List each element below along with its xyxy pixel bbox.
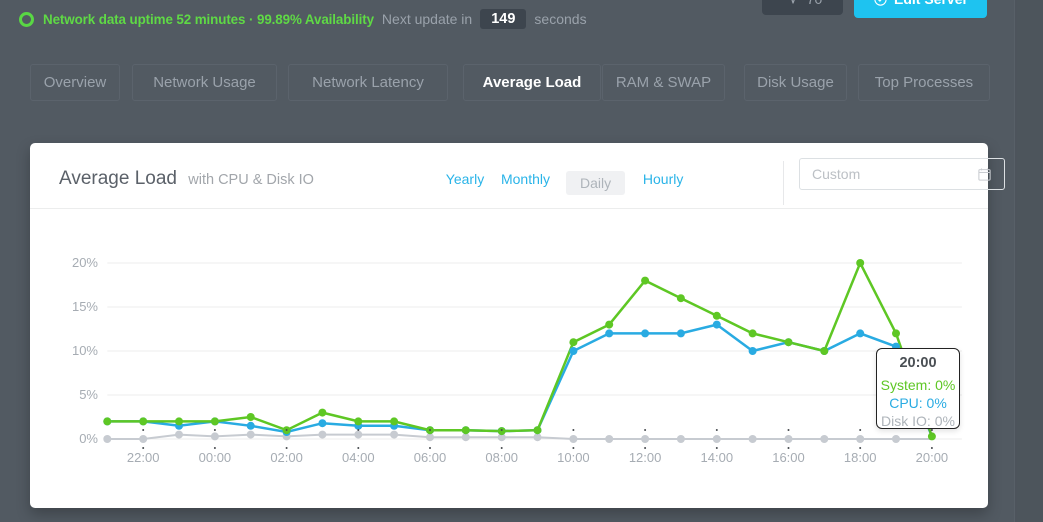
svg-text:08:00: 08:00	[485, 450, 518, 465]
svg-text:18:00: 18:00	[844, 450, 877, 465]
svg-text:5%: 5%	[79, 387, 98, 402]
svg-text:16:00: 16:00	[772, 450, 805, 465]
svg-text:0%: 0%	[79, 431, 98, 446]
svg-text:20:00: 20:00	[916, 450, 949, 465]
svg-text:14:00: 14:00	[701, 450, 734, 465]
svg-text:10%: 10%	[72, 343, 98, 358]
svg-text:15%: 15%	[72, 299, 98, 314]
svg-text:20%: 20%	[72, 255, 98, 270]
svg-text:10:00: 10:00	[557, 450, 590, 465]
svg-text:12:00: 12:00	[629, 450, 662, 465]
svg-text:06:00: 06:00	[414, 450, 447, 465]
svg-text:00:00: 00:00	[199, 450, 232, 465]
svg-text:22:00: 22:00	[127, 450, 160, 465]
svg-text:02:00: 02:00	[270, 450, 303, 465]
svg-text:04:00: 04:00	[342, 450, 375, 465]
